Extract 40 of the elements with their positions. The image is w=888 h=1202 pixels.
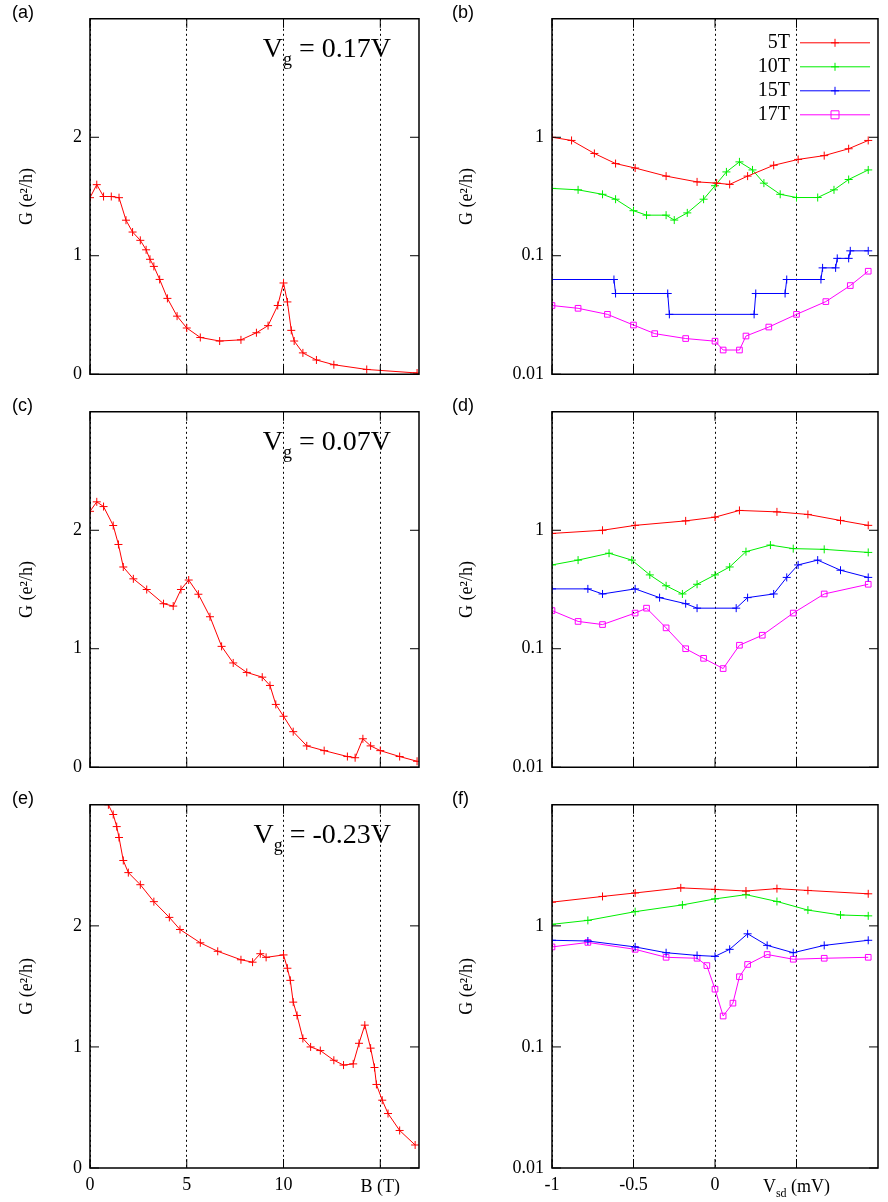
x-tick-label: 0 [710,1173,720,1194]
y-tick-label: 0 [73,1156,82,1177]
x-tick-label: -1 [544,1173,560,1194]
chart-title: (c) [12,394,33,415]
legend-label: 5T [767,30,790,53]
x-tick-label: 10 [274,1173,293,1194]
y-axis-title: G (e²/h) [456,561,477,618]
y-axis-title: G (e²/h) [456,957,477,1015]
x-axis-title: B (T) [360,1176,401,1197]
y-tick-label: 1 [535,519,544,539]
chart-title: (b) [452,1,474,22]
y-tick-label: 0 [73,755,82,776]
y-tick-label: 0 [73,362,82,383]
y-axis-title: G (e²/h) [16,168,37,225]
y-tick-label: 1 [535,126,544,146]
y-tick-label: 1 [73,637,82,658]
y-tick-label: 1 [73,1035,82,1056]
y-axis-title: G (e²/h) [16,957,37,1015]
y-tick-label: 0.01 [512,755,544,776]
y-tick-label: 2 [73,914,82,935]
chart-title: (e) [12,787,34,808]
legend-label: 17T [757,102,790,125]
legend-label: 15T [757,78,790,101]
y-tick-label: 0.1 [521,637,544,658]
x-tick-label: 5 [182,1173,192,1194]
y-axis-title: G (e²/h) [16,561,37,618]
y-axis-title: G (e²/h) [456,168,477,225]
chart-title: (d) [452,394,474,415]
chart-title: (a) [12,1,34,22]
x-tick-label: -0.5 [619,1173,648,1194]
y-tick-label: 0.01 [512,1156,544,1177]
y-tick-label: 0.1 [521,244,544,265]
chart-title: (f) [452,787,469,808]
y-tick-label: 1 [73,244,82,265]
y-tick-label: 2 [73,519,82,539]
y-tick-label: 1 [535,914,544,935]
y-tick-label: 0.1 [521,1035,544,1056]
y-tick-label: 2 [73,126,82,146]
y-tick-label: 0.01 [512,362,544,383]
legend-label: 10T [757,54,790,77]
